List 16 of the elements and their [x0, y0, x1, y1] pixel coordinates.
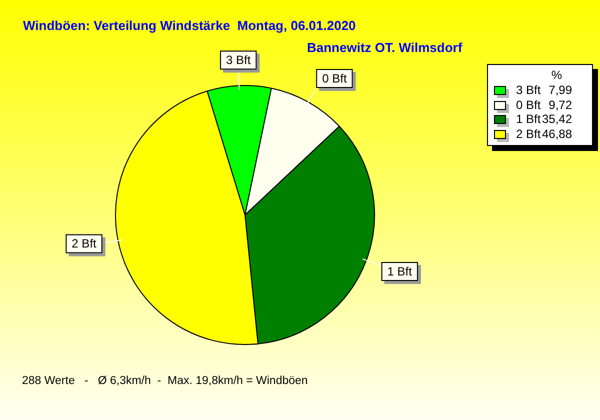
slice-label: 0 Bft — [322, 71, 348, 86]
data-label: 35,42 — [542, 112, 572, 126]
data-label: 7,99 — [548, 83, 572, 98]
slice-label: 2 Bft — [72, 236, 98, 251]
chart-title: Windböen: Verteilung Windstärke Montag, 06.01.2020 — [23, 18, 356, 33]
legend-title: % — [550, 68, 563, 83]
legend-label: 2 Bft — [516, 126, 541, 141]
legend-label: 1 Bft — [516, 112, 541, 126]
slice-label: 3 Bft — [226, 52, 252, 67]
text: 288 Werte - Ø 6,3km/h - Max. 19,8km/h = Windböen — [22, 375, 308, 387]
data-label: 9,72 — [548, 98, 572, 112]
legend-label: 0 Bft — [516, 98, 541, 112]
chart-subtitle: Bannewitz OT. Wilmsdorf — [307, 40, 462, 55]
legend-label: 3 Bft — [516, 83, 541, 98]
slice-label: 1 Bft — [387, 264, 413, 278]
data-label: 46,88 — [542, 126, 572, 141]
